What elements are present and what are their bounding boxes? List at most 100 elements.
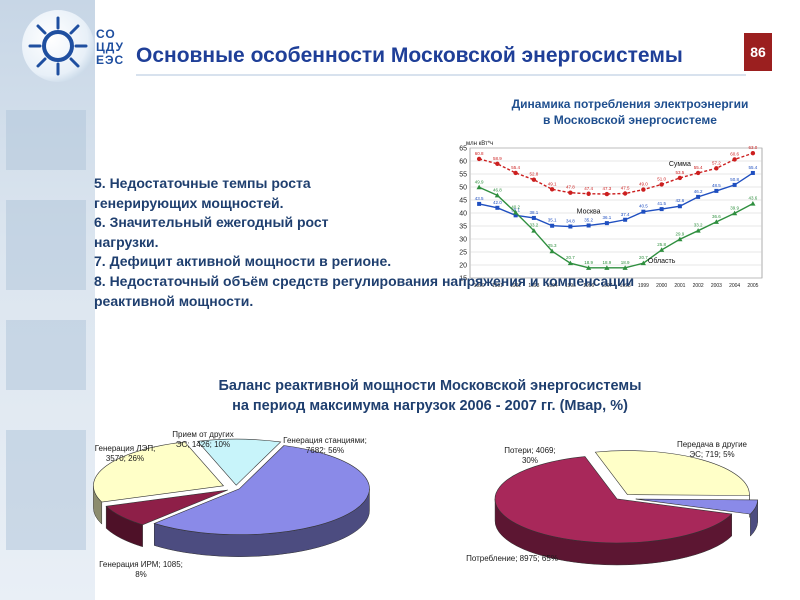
data-point: [659, 207, 664, 212]
issue-item: 5. Недостаточные темпы роста генерирующи…: [94, 175, 311, 211]
data-label: 49.0: [639, 182, 648, 187]
data-label: 41.5: [657, 201, 666, 206]
issue-item: 6. Значительный ежегодный рост нагрузки.: [94, 214, 329, 250]
data-point: [604, 191, 610, 197]
data-point: [495, 205, 500, 210]
series-name-label: Сумма: [669, 161, 691, 168]
y-tick-label: 35: [459, 224, 467, 231]
y-tick-label: 45: [459, 198, 467, 205]
sidebar-photo-block: [6, 110, 86, 170]
data-point: [641, 187, 646, 192]
data-label: 55.4: [748, 165, 757, 170]
data-label: 18.9: [602, 260, 611, 265]
data-point: [550, 223, 555, 228]
x-tick-label: 2005: [747, 283, 758, 289]
data-label: 33.2: [529, 223, 538, 228]
x-tick-label: 2004: [729, 283, 740, 289]
slide-header: СО ЦДУ ЕЭС Основные особенности Московск…: [0, 0, 800, 95]
data-point: [750, 201, 756, 206]
data-label: 47.3: [602, 186, 611, 191]
data-point: [750, 151, 756, 156]
data-point: [604, 221, 609, 226]
data-label: 63.0: [748, 145, 757, 150]
y-tick-label: 30: [459, 237, 467, 244]
data-point: [677, 175, 683, 181]
data-label: 20.7: [639, 255, 648, 260]
line-chart-title-line: в Московской энергосистеме: [543, 113, 717, 127]
y-tick-label: 20: [459, 263, 467, 270]
data-point: [531, 228, 537, 233]
data-point: [622, 265, 628, 270]
pie2-label-transfer: Передача в другие ЭС; 719; 5%: [676, 440, 748, 459]
pie2-label-losses: Потери; 4069; 30%: [504, 446, 556, 465]
data-point: [513, 213, 518, 218]
issue-item: 8. Недостаточный объём средств регулиров…: [94, 272, 635, 309]
y-tick-label: 55: [459, 172, 467, 179]
pie-slice: [196, 438, 282, 486]
reactive-generation-pie-chart: [93, 438, 370, 557]
data-point: [568, 224, 573, 229]
x-tick-label: 1994: [547, 283, 558, 289]
data-point: [531, 215, 536, 220]
pie-slice: [105, 489, 228, 526]
y-tick-label: 50: [459, 185, 467, 192]
data-label: 43.6: [748, 196, 757, 201]
data-label: 38.1: [529, 210, 538, 215]
data-label: 34.8: [566, 219, 575, 224]
data-label: 58.9: [493, 156, 502, 161]
y-tick-label: 15: [459, 276, 467, 283]
data-label: 20.7: [566, 255, 575, 260]
data-point: [586, 223, 591, 228]
data-label: 37.4: [621, 212, 630, 217]
data-label: 18.9: [621, 260, 630, 265]
data-label: 35.1: [548, 218, 557, 223]
x-tick-label: 2002: [693, 283, 704, 289]
x-tick-label: 2000: [656, 283, 667, 289]
pie1-label-irm: Генерация ИРМ; 1085; 8%: [99, 560, 183, 579]
y-tick-label: 60: [459, 159, 467, 166]
data-point: [531, 177, 537, 182]
data-point: [732, 210, 738, 216]
pie-slice: [93, 441, 225, 503]
data-point: [641, 209, 646, 214]
data-point: [567, 260, 573, 266]
data-label: 42.6: [675, 198, 684, 203]
data-label: 47.5: [621, 186, 630, 191]
data-label: 43.5: [475, 196, 484, 201]
data-point: [513, 170, 518, 176]
data-label: 49.9: [475, 179, 484, 184]
issue-item: 7. Дефицит активной мощности в регионе.: [94, 253, 392, 270]
sidebar-decoration: [0, 0, 95, 600]
data-point: [659, 182, 664, 187]
data-point: [732, 182, 737, 187]
data-point: [586, 191, 591, 196]
x-tick-label: 1995: [565, 283, 576, 289]
series-name-label: Москва: [577, 208, 601, 215]
data-label: 40.2: [511, 204, 520, 209]
x-tick-label: 1996: [583, 283, 594, 289]
consumption-line-chart: млн кВт*ч 15 20 25 30 35 40 45 50 55 60 65 1990 1991 1…: [459, 141, 763, 289]
data-label: 33.2: [694, 223, 703, 228]
data-point: [495, 161, 500, 167]
data-label: 55.4: [511, 165, 520, 170]
data-label: 52.8: [529, 172, 538, 177]
data-label: 51.0: [657, 176, 666, 181]
data-point: [695, 228, 701, 233]
data-label: 60.6: [730, 151, 739, 156]
reactive-consumption-pie-chart: [494, 450, 759, 566]
data-label: 42.0: [493, 200, 502, 205]
pie2-label-consumption: Потребление; 8975; 65%: [466, 554, 558, 563]
title-underline: [136, 74, 746, 76]
data-point: [476, 156, 482, 162]
data-label: 49.1: [548, 181, 557, 186]
data-point: [732, 157, 737, 162]
y-tick-label: 25: [459, 250, 467, 257]
pie-slice: [635, 498, 759, 515]
data-label: 48.5: [712, 183, 721, 188]
sidebar-photo-block: [6, 430, 86, 550]
x-tick-label: 1997: [601, 283, 612, 289]
data-label: 47.4: [584, 186, 593, 191]
balance-title-line: на период максимума нагрузок 2006 - 2007…: [232, 398, 628, 414]
logo-swirl-icon: [28, 16, 88, 76]
sidebar-photo-block: [6, 320, 86, 390]
